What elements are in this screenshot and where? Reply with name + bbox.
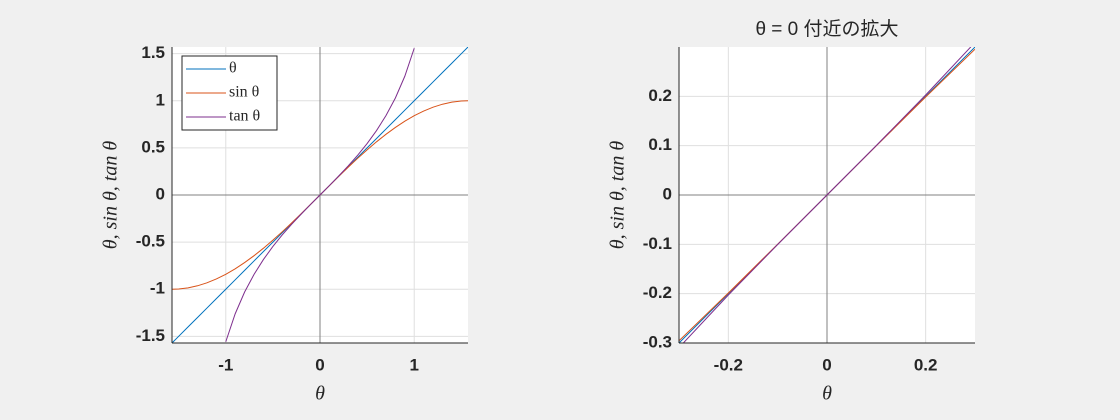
- x-tick-label: -0.2: [714, 355, 743, 374]
- y-tick-label: 1.5: [141, 43, 165, 62]
- y-tick-label: -0.2: [643, 283, 672, 302]
- x-axis-label: θ: [315, 383, 325, 405]
- y-tick-label: -1.5: [136, 326, 165, 345]
- legend-label: θ: [229, 60, 237, 77]
- y-tick-label: -1: [150, 279, 165, 298]
- y-tick-label: 0.1: [648, 135, 672, 154]
- y-axis-label: θ, sin θ, tan θ: [607, 141, 629, 250]
- x-tick-label: -1: [218, 355, 233, 374]
- y-tick-label: 1: [156, 90, 165, 109]
- legend-label: tan θ: [229, 108, 260, 125]
- y-tick-label: 0: [156, 184, 165, 203]
- series-line: [225, 48, 415, 342]
- y-tick-label: 0.5: [141, 137, 165, 156]
- y-tick-label: 0: [663, 184, 672, 203]
- x-tick-label: 0: [822, 355, 831, 374]
- x-axis-label: θ: [822, 383, 832, 405]
- chart-title: θ = 0 付近の拡大: [755, 18, 898, 40]
- y-tick-label: -0.1: [643, 234, 672, 253]
- x-tick-label: 0.2: [914, 355, 938, 374]
- y-tick-label: -0.5: [136, 232, 165, 251]
- legend-label: sin θ: [229, 84, 259, 101]
- series-line: [682, 47, 972, 343]
- y-tick-label: -0.3: [643, 332, 672, 351]
- y-axis-label: θ, sin θ, tan θ: [100, 141, 122, 250]
- y-tick-label: 0.2: [648, 86, 672, 105]
- x-tick-label: 0: [315, 355, 324, 374]
- x-tick-label: 1: [409, 355, 418, 374]
